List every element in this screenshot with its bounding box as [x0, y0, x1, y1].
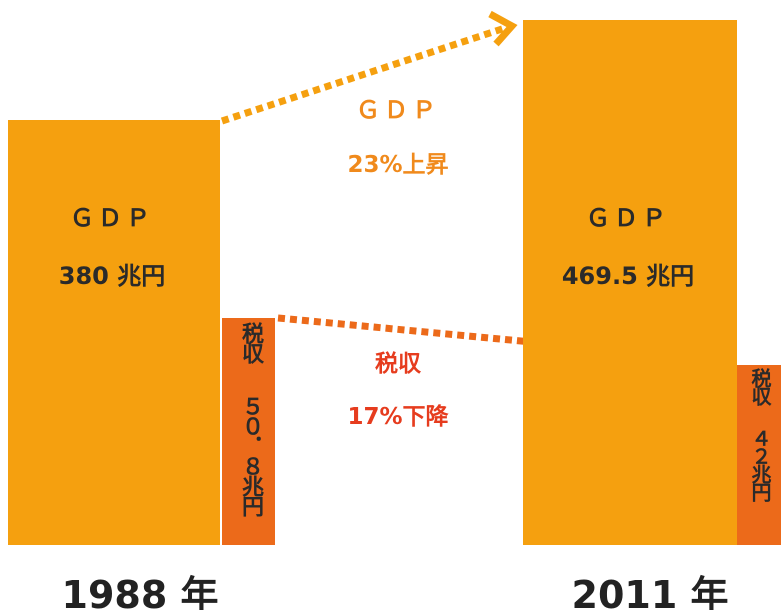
gdp-bar-2011: [523, 20, 737, 545]
tax-arrow: [277, 314, 723, 364]
tax-label: 税収: [238, 322, 263, 362]
middle-tax-label: 税収: [375, 351, 421, 377]
middle-gdp-label: ＧＤＰ: [356, 96, 440, 124]
gdp-bar-1988: [8, 120, 220, 545]
tax-bar-2011: [737, 365, 781, 545]
gdp-arrow: [220, 24, 507, 125]
tax-bar-1988: [222, 318, 275, 545]
tax-value: ５０．８兆円: [238, 395, 263, 515]
tax-value: ４２兆円: [748, 428, 772, 500]
gdp-value: 469.5 兆円: [561, 262, 695, 290]
gdp-label: ＧＤＰ: [70, 204, 154, 232]
gdp-label: ＧＤＰ: [586, 204, 670, 232]
middle-tax-change: 17%下降: [347, 404, 449, 430]
gdp-value: 380 兆円: [58, 262, 166, 290]
year-label: 2011 年: [571, 573, 729, 610]
year-label: 1988 年: [61, 573, 219, 610]
gdp-arrow-head: [488, 10, 518, 47]
middle-gdp-change: 23%上昇: [347, 152, 449, 178]
tax-label: 税収: [748, 368, 772, 404]
